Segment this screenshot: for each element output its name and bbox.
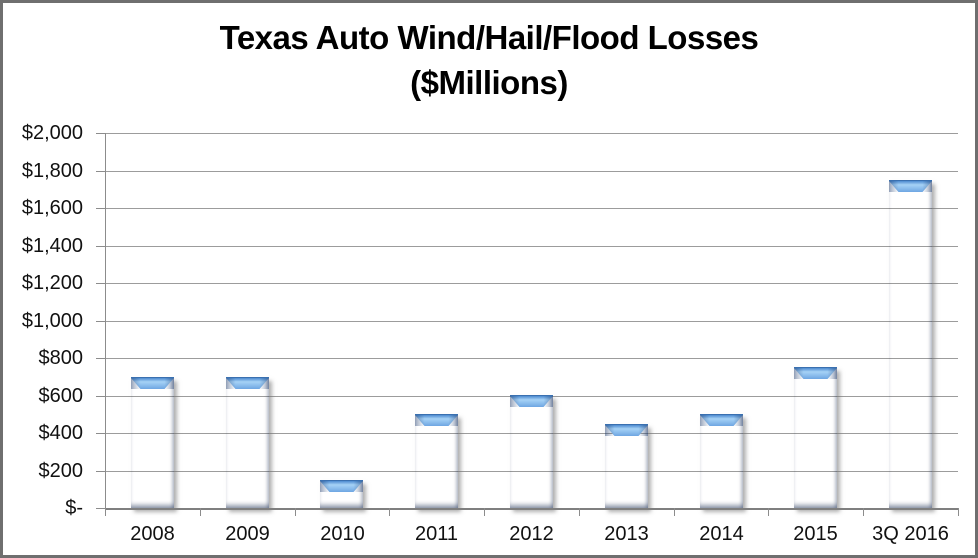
x-axis-tick: [958, 508, 959, 516]
y-axis-tick: [96, 133, 105, 134]
y-axis-label: $2,000: [21, 122, 83, 144]
bar-2015: [794, 367, 837, 508]
y-axis-label: $200: [38, 460, 84, 482]
chart-subtitle: ($Millions): [410, 64, 568, 101]
y-axis-label: $400: [38, 422, 84, 444]
x-axis-label: 2010: [320, 523, 365, 545]
y-axis-tick: [96, 508, 105, 509]
x-axis-tick: [295, 508, 296, 516]
bar-2013: [605, 424, 648, 508]
x-axis-label: 2011: [414, 523, 458, 545]
y-axis-tick: [96, 321, 105, 322]
bar-2008: [131, 377, 174, 508]
y-axis-label: $1,200: [21, 272, 83, 294]
y-axis-tick: [96, 471, 105, 472]
y-axis-line: [105, 133, 106, 508]
gridline: [105, 321, 958, 322]
chart-title-block: Texas Auto Wind/Hail/Flood Losses ($Mill…: [3, 15, 975, 105]
gridline: [105, 133, 958, 134]
y-axis-tick: [96, 283, 105, 284]
gridline: [105, 171, 958, 172]
x-axis-tick: [389, 508, 390, 516]
bar-2012: [510, 395, 553, 508]
bar-2014: [700, 414, 743, 508]
x-axis-tick: [484, 508, 485, 516]
y-axis-label: $800: [38, 347, 84, 369]
x-axis-tick: [768, 508, 769, 516]
y-axis-label: $1,800: [21, 160, 83, 182]
x-axis-label: 2014: [699, 523, 744, 545]
chart-title: Texas Auto Wind/Hail/Flood Losses: [219, 19, 759, 56]
x-axis-label: 2008: [130, 523, 175, 545]
x-axis-tick: [579, 508, 580, 516]
y-axis-label: $1,600: [21, 197, 83, 219]
x-axis-label: 2009: [225, 523, 270, 545]
x-axis-label: 2015: [793, 523, 838, 545]
bar-3q-2016: [889, 180, 932, 508]
gridline: [105, 246, 958, 247]
y-axis-label: $600: [38, 385, 84, 407]
gridline: [105, 358, 958, 359]
bar-2011: [415, 414, 458, 508]
plot-area: $- $200 $400 $600 $800 $1,000 $1,200 $1,400 $1,6…: [3, 3, 975, 555]
bar-2009: [226, 377, 269, 508]
x-axis-line: [105, 508, 958, 510]
y-axis-tick: [96, 171, 105, 172]
y-axis-tick: [96, 358, 105, 359]
y-axis-tick: [96, 396, 105, 397]
x-axis-label: 2012: [509, 523, 554, 545]
x-axis-tick: [200, 508, 201, 516]
gridline: [105, 283, 958, 284]
y-axis-label: $1,400: [21, 235, 83, 257]
x-axis-label: 2013: [604, 523, 649, 545]
x-axis-tick: [105, 508, 106, 516]
y-axis-tick: [96, 246, 105, 247]
x-axis-tick: [863, 508, 864, 516]
y-axis-tick: [96, 208, 105, 209]
y-axis-tick: [96, 433, 105, 434]
x-axis-tick: [674, 508, 675, 516]
gridline: [105, 208, 958, 209]
y-axis-label: $1,000: [21, 310, 83, 332]
y-axis-label: $-: [65, 497, 83, 519]
x-axis-label: 3Q 2016: [872, 523, 949, 545]
bar-2010: [320, 480, 363, 508]
